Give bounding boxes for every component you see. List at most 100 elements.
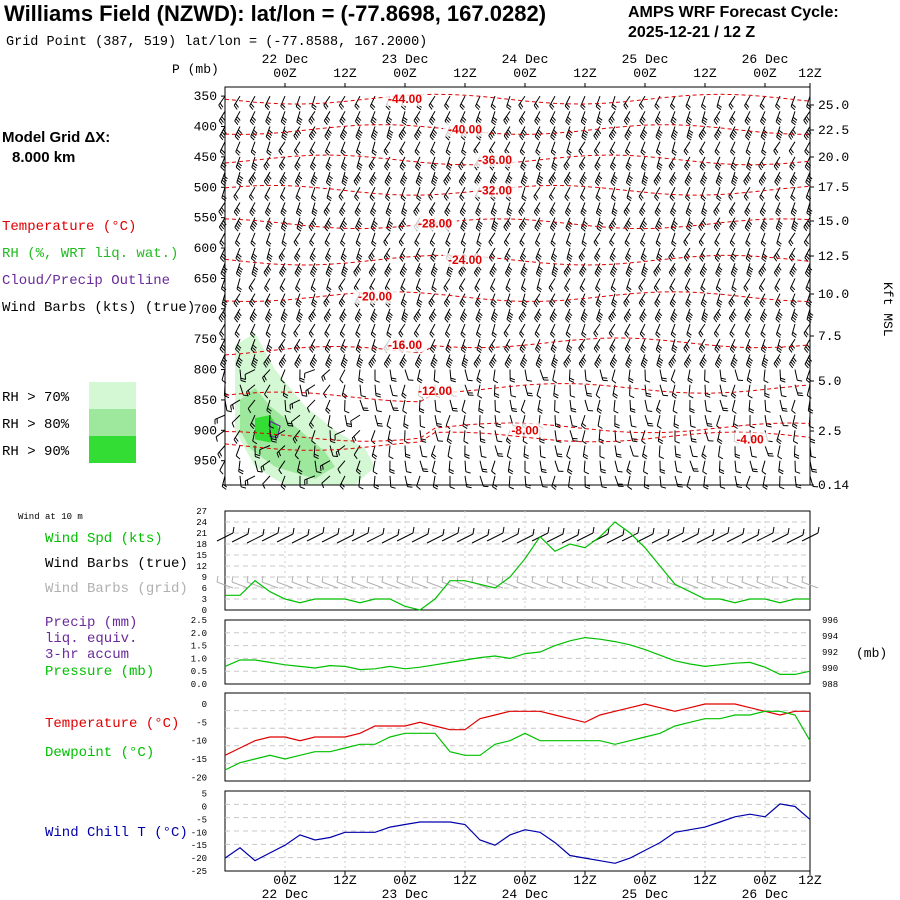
wind-barb-feather <box>506 131 511 137</box>
wind-barb-feather <box>504 166 509 171</box>
wind-barb <box>638 293 646 304</box>
wind-barb-feather <box>218 451 223 457</box>
wind-barb <box>463 430 466 442</box>
bottom-time-label: 12Z <box>693 873 717 888</box>
wind-speed-line <box>225 521 810 611</box>
pressure-unit-label: (mb) <box>856 646 887 661</box>
wind-barb-feather <box>282 357 287 362</box>
wind-barb-feather <box>400 181 405 186</box>
wind-barb-feather <box>431 116 436 121</box>
wind-barb-feather <box>309 348 314 353</box>
wind-barb-feather <box>294 363 299 369</box>
surface-wind-barb-grid-feather <box>576 575 579 583</box>
wind-barb <box>536 384 541 396</box>
wind-barb <box>639 202 646 213</box>
wind-barb-feather <box>578 165 583 171</box>
wind-barb-feather <box>520 257 525 262</box>
wind-barb <box>314 460 317 472</box>
wind-barb <box>668 262 676 273</box>
wind-barb <box>295 95 301 107</box>
wind-barb <box>248 171 256 182</box>
wind-barb-feather <box>804 330 809 336</box>
wind-barb-feather <box>794 453 800 457</box>
wind-barb-feather <box>789 181 794 186</box>
surface-wind-barb-grid-feather <box>636 575 639 583</box>
wind-barb <box>250 126 256 137</box>
wind-barb <box>536 171 541 183</box>
wind-barb-feather <box>491 177 497 182</box>
wind-barb-feather <box>267 149 272 154</box>
wind-barb-feather <box>371 316 376 321</box>
wind-barb-feather <box>759 105 764 110</box>
wind-barb-feather <box>503 226 508 232</box>
wind-barb-feather <box>492 266 497 271</box>
wind-barb-feather <box>675 456 681 459</box>
wind-barb-feather <box>643 175 649 180</box>
wind-barb <box>264 278 271 289</box>
wind-barb-feather <box>582 357 587 362</box>
wind-barb-feather <box>566 176 571 182</box>
wind-barb-feather <box>265 103 271 108</box>
wind-barb-feather <box>555 423 561 426</box>
wind-barb-feather <box>776 334 781 338</box>
wind-barb-feather <box>431 255 436 260</box>
wind-barb-feather <box>523 456 529 460</box>
wind-barb-feather <box>624 135 629 141</box>
wind-barb-feather <box>384 272 389 278</box>
wind-barb-feather <box>640 136 645 141</box>
wind-barb-feather <box>338 105 343 110</box>
wind-barb-feather <box>388 311 393 316</box>
wind-barb-feather <box>520 331 525 336</box>
wind-barb-feather <box>326 344 332 349</box>
surface-wind-barb-true-feather <box>367 526 370 534</box>
wind-barb-feather <box>775 121 781 126</box>
wind-barb-feather <box>669 287 674 293</box>
wind-barb <box>548 187 556 197</box>
height-tick-label: 0.14 <box>818 478 849 493</box>
wind-barb <box>609 232 616 243</box>
wind-barb-feather <box>595 164 600 169</box>
wind-barb-feather <box>683 241 687 247</box>
pressure-tick-label: 800 <box>194 363 217 378</box>
wind-barb-feather <box>777 240 782 245</box>
wind-barb <box>233 202 241 213</box>
wind-barb-feather <box>220 257 225 262</box>
wind-barb-feather <box>747 271 752 275</box>
legend-barbs-grid: Wind Barbs (grid) <box>45 581 188 597</box>
wind-barb-feather <box>713 211 717 216</box>
wind-barb <box>339 202 346 213</box>
wind-barb-feather <box>519 135 524 141</box>
wind-barb-feather <box>283 395 288 399</box>
surface-wind-barb-grid <box>366 581 384 589</box>
wind-barb-feather <box>503 135 508 141</box>
isotherm-label: -40.00 <box>448 123 482 137</box>
height-tick-label: 10.0 <box>818 287 849 302</box>
wind-barb-feather <box>346 423 352 425</box>
wind-barb-feather <box>643 471 649 475</box>
wind-barb <box>479 460 483 472</box>
wind-barb-feather <box>790 148 794 154</box>
wind-barb-feather <box>702 220 707 226</box>
wind-barb-feather <box>372 453 378 458</box>
wind-barb-feather <box>595 288 600 293</box>
wind-barb-feather <box>640 103 645 108</box>
wind-barb <box>490 308 496 320</box>
wind-barb-feather <box>550 209 555 215</box>
wind-barb-feather <box>519 315 524 321</box>
wind-barb-feather <box>596 410 602 414</box>
wind-barb <box>699 354 706 365</box>
wind-barb-feather <box>324 135 329 141</box>
wind-barb <box>685 293 691 304</box>
wind-barb-feather <box>443 302 448 308</box>
wind-barb <box>475 111 481 122</box>
wind-barb-feather <box>326 164 331 169</box>
wind-barb-feather <box>597 177 602 182</box>
wind-barb-feather <box>550 118 556 124</box>
wind-barb <box>449 399 454 411</box>
wind-speed-tick-label: 9 <box>202 573 207 583</box>
surface-wind-barb-true-feather <box>232 526 235 534</box>
wind-barb <box>489 262 496 274</box>
wind-barb-feather <box>507 220 512 226</box>
wind-barb <box>284 399 287 411</box>
wind-barb-feather <box>267 223 272 228</box>
